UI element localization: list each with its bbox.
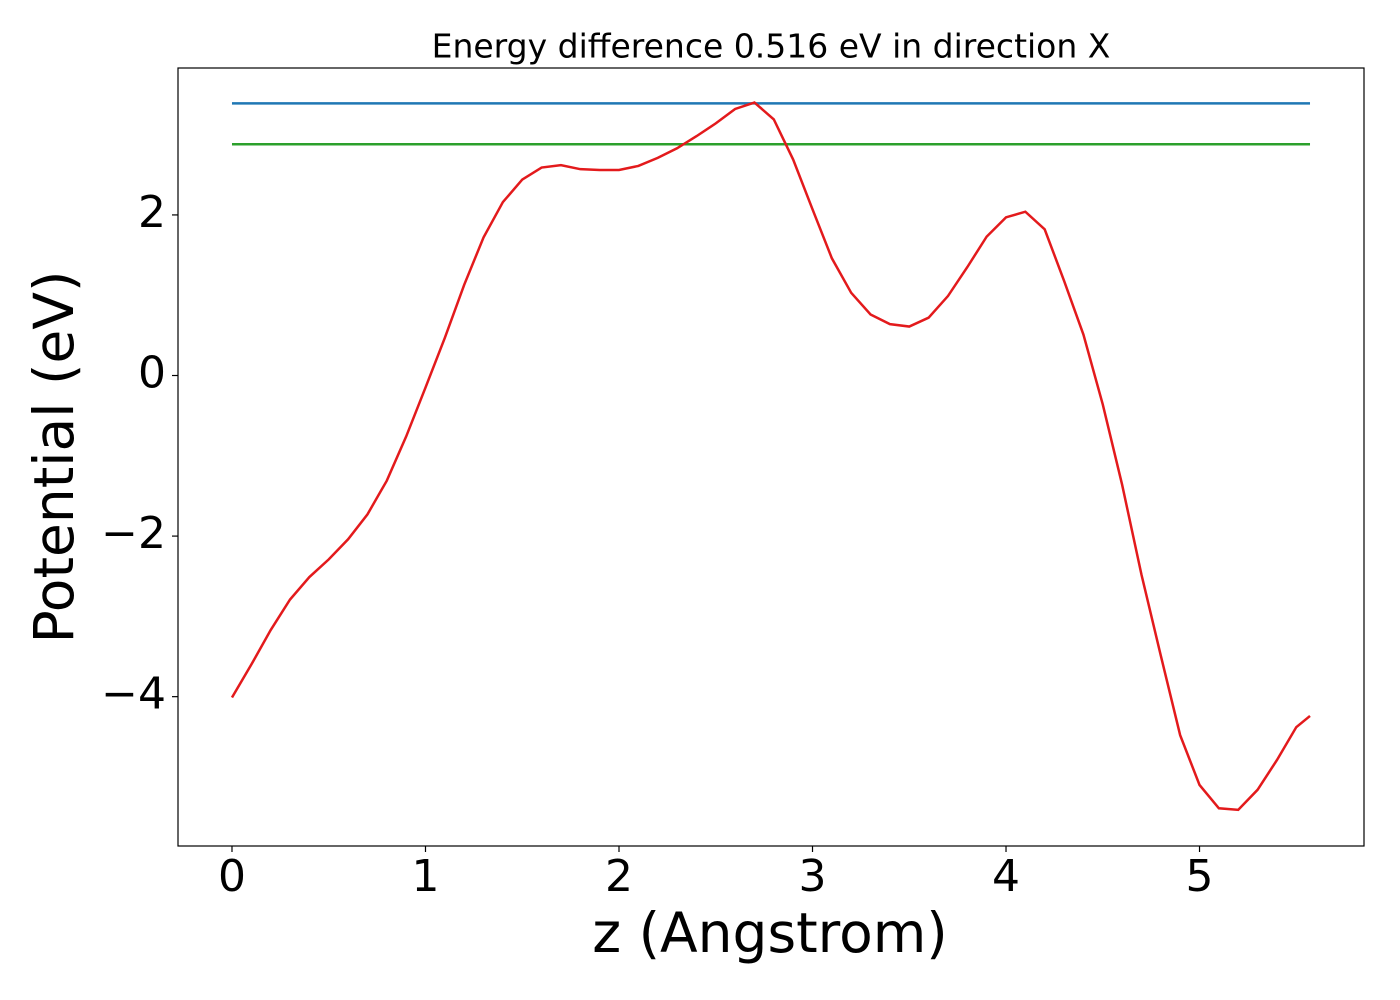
plot-frame <box>177 67 1365 847</box>
x-tick-label: 3 <box>799 851 827 902</box>
y-tick-label: 0 <box>138 348 166 399</box>
chart-title: Energy difference 0.516 eV in direction … <box>432 27 1111 66</box>
y-tick-label: −4 <box>101 669 166 720</box>
y-tick-label: 2 <box>138 187 166 238</box>
x-axis-label: z (Angstrom) <box>592 901 948 965</box>
x-tick-label: 2 <box>605 851 633 902</box>
data-line <box>230 101 1311 812</box>
x-tick-label: 1 <box>411 851 439 902</box>
x-tick-label: 5 <box>1186 851 1214 902</box>
y-tick-label: −2 <box>101 508 166 559</box>
x-tick-label: 0 <box>218 851 246 902</box>
y-axis-label: Potential (eV) <box>22 271 86 644</box>
x-tick-label: 4 <box>992 851 1020 902</box>
